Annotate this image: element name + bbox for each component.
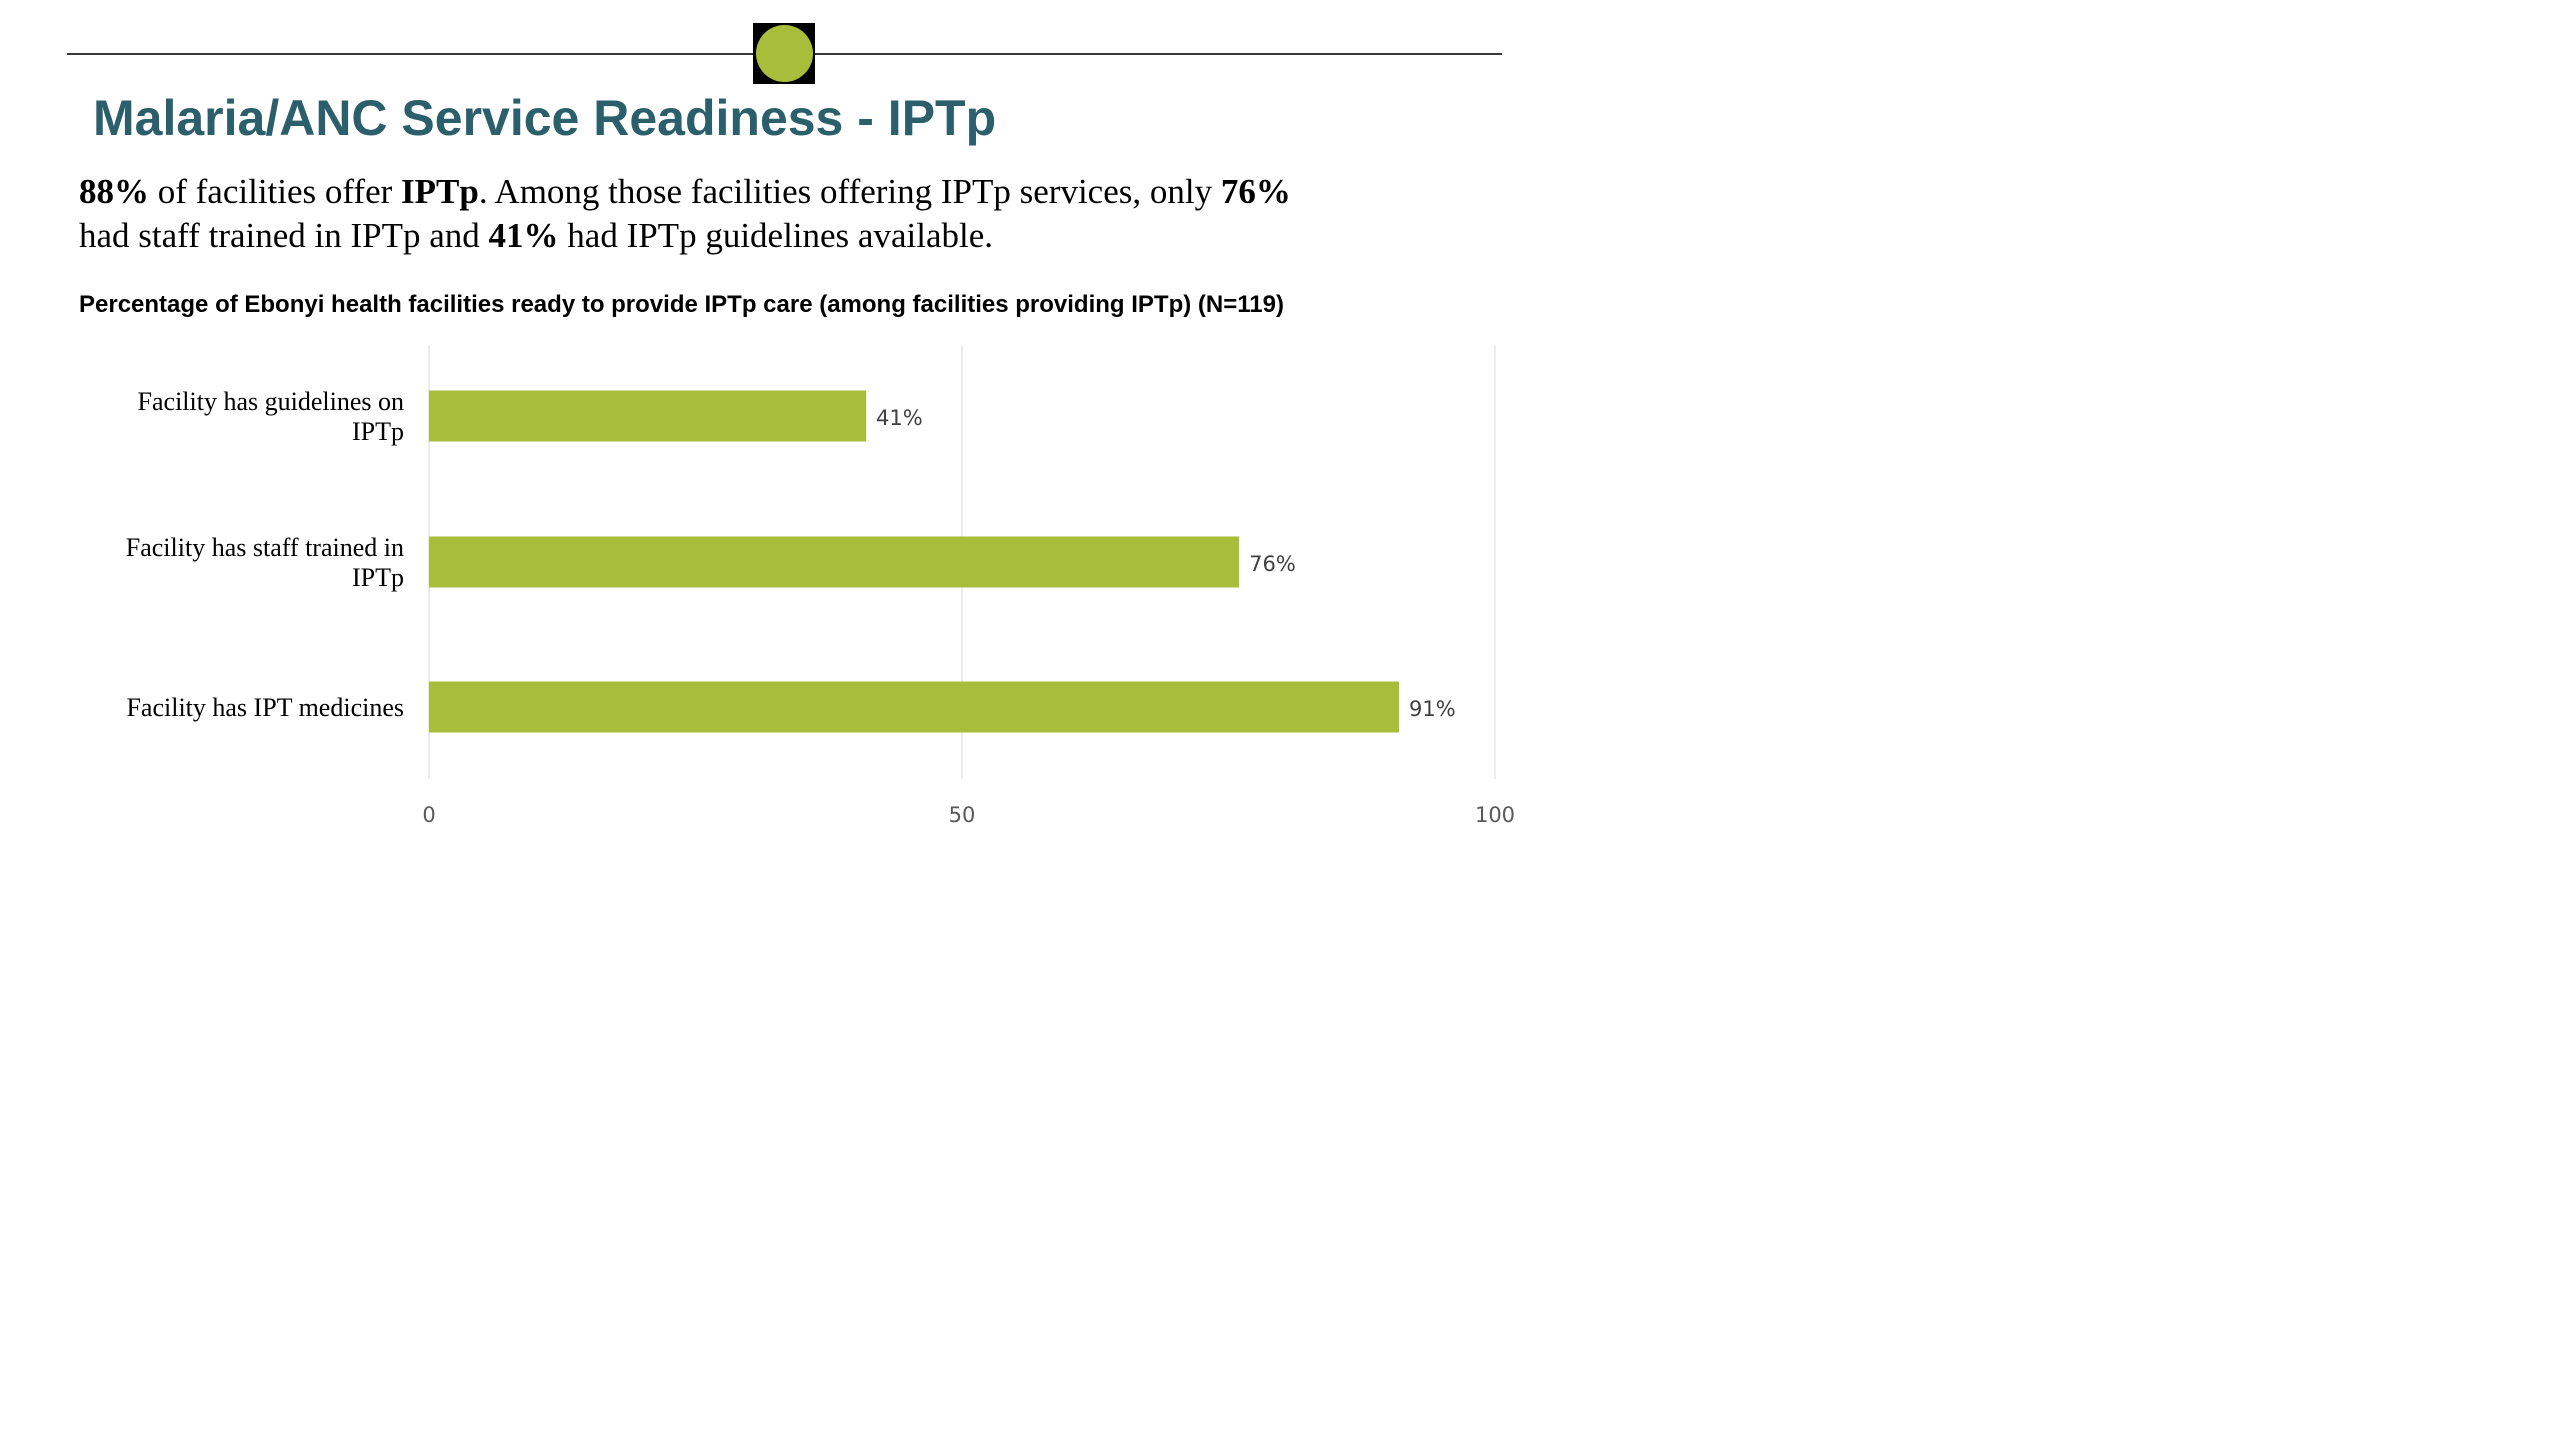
bar [429, 536, 1240, 588]
summary-stat-offer: 88% [79, 172, 149, 211]
category-label: Facility has guidelines on [138, 387, 404, 416]
summary-text-segment: . Among those facilities offering IPTp s… [478, 172, 1221, 211]
summary-text-segment: had IPTp guidelines available. [558, 216, 993, 255]
summary-stat-guidelines: 41% [488, 216, 559, 255]
chart-title: Percentage of Ebonyi health facilities r… [79, 291, 1284, 318]
bar-value-label: 91% [1409, 697, 1456, 721]
green-circle-icon [756, 25, 813, 82]
category-label: IPTp [352, 563, 404, 592]
x-tick-label: 0 [422, 803, 435, 827]
bar [429, 390, 867, 442]
x-tick-label: 50 [949, 803, 976, 827]
slide-title: Malaria/ANC Service Readiness - IPTp [93, 90, 997, 146]
bar [429, 681, 1400, 733]
summary-text-segment: had staff trained in IPTp and [79, 216, 489, 255]
summary-text-segment: of facilities offer [149, 172, 402, 211]
bars [429, 390, 1400, 733]
category-label: Facility has staff trained in [126, 533, 404, 562]
bar-value-label: 76% [1249, 552, 1296, 576]
summary-text: 88% of facilities offer IPTp. Among thos… [79, 170, 1479, 258]
category-label: Facility has IPT medicines [126, 693, 404, 722]
summary-stat-staff: 76% [1220, 172, 1291, 211]
summary-term-iptp: IPTp [401, 172, 479, 211]
bar-value-label: 41% [876, 406, 923, 430]
x-tick-label: 100 [1475, 803, 1515, 827]
category-label: IPTp [352, 417, 404, 446]
emblem-box [753, 23, 815, 84]
